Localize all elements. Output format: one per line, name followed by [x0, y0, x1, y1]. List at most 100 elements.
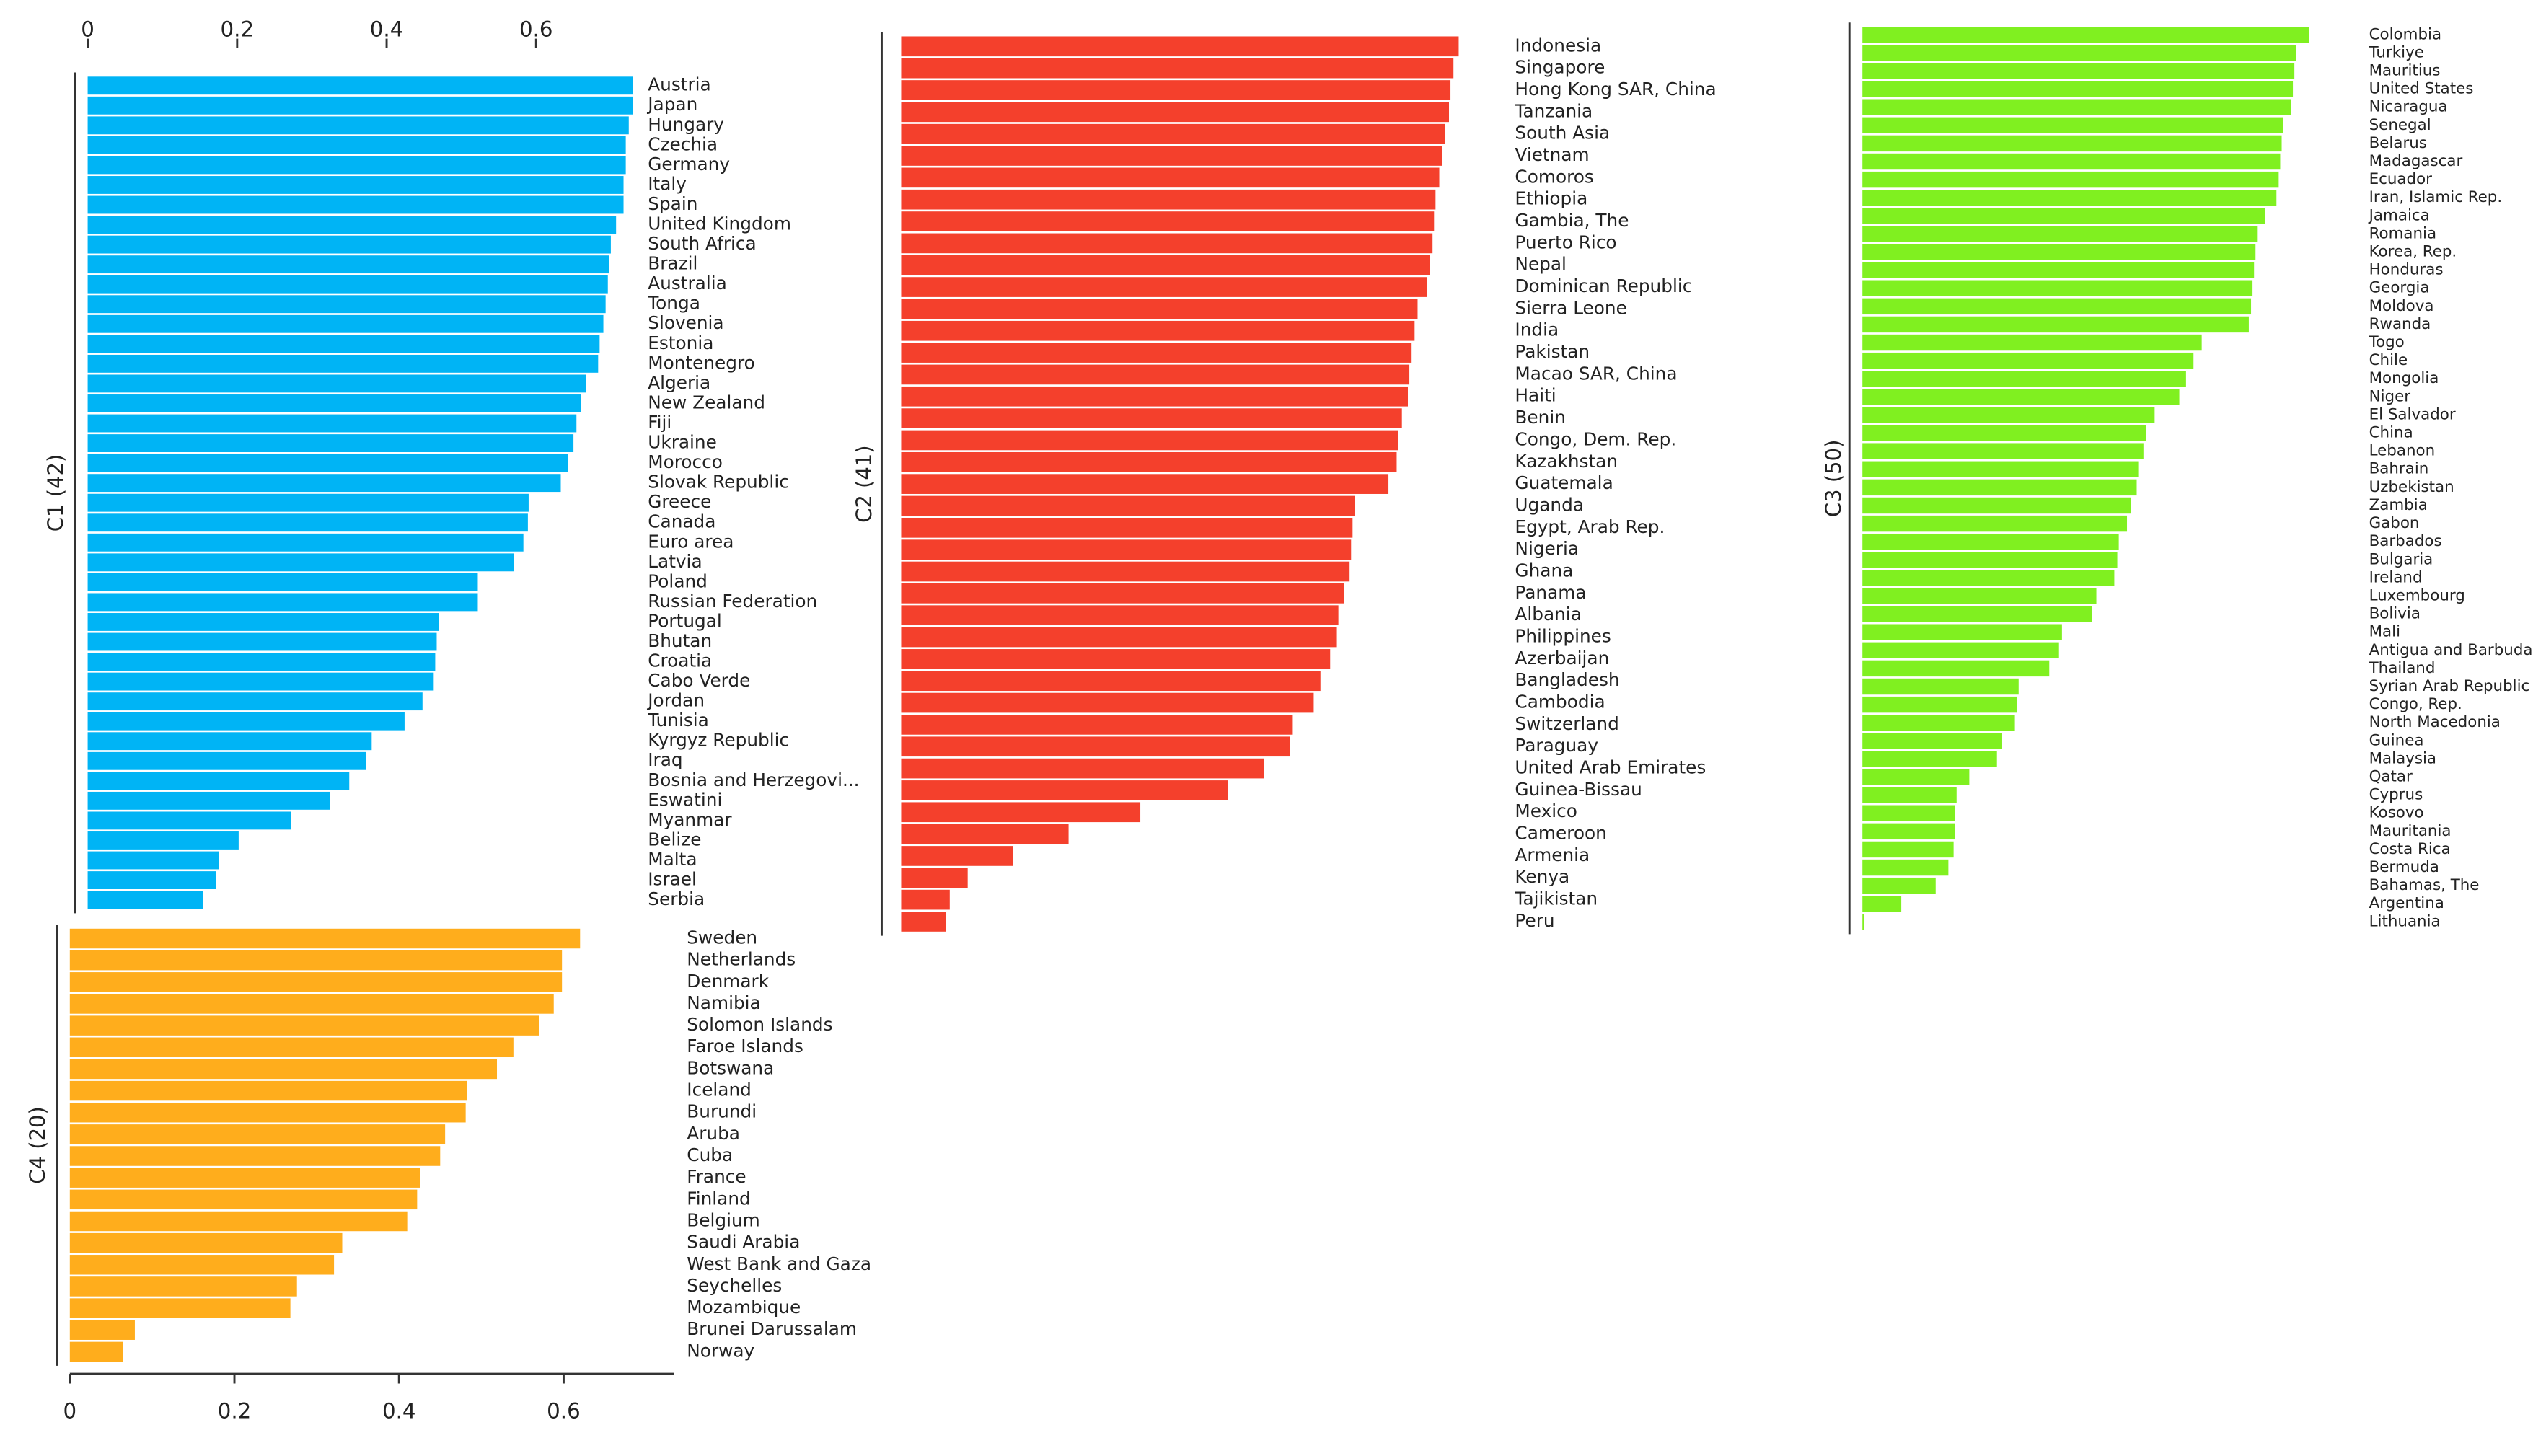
- category-label: El Salvador: [2369, 406, 2456, 424]
- x-tick-label: 0.2: [221, 17, 255, 42]
- category-label: Botswana: [687, 1057, 774, 1078]
- category-label: Aruba: [687, 1123, 740, 1144]
- bar: [901, 58, 1454, 79]
- bar: [1862, 914, 1864, 930]
- category-label: Euro area: [648, 531, 734, 552]
- bar: [1862, 877, 1936, 894]
- category-label: Bolivia: [2369, 605, 2421, 623]
- category-label: Egypt, Arab Rep.: [1515, 516, 1665, 537]
- category-label: France: [687, 1166, 746, 1187]
- bar: [901, 408, 1402, 428]
- category-label: Tunisia: [647, 710, 709, 731]
- category-label: Bahrain: [2369, 460, 2429, 478]
- bar: [1862, 841, 1954, 858]
- category-label: Italy: [648, 174, 687, 195]
- category-label: Peru: [1515, 910, 1554, 931]
- category-label: Sweden: [687, 927, 757, 948]
- category-label: Mexico: [1515, 800, 1577, 821]
- category-label: Bahamas, The: [2369, 876, 2480, 894]
- bar: [1862, 479, 2137, 496]
- bar: [901, 299, 1418, 319]
- bar: [87, 672, 434, 691]
- category-label: Albania: [1515, 604, 1581, 625]
- category-label: Panama: [1515, 582, 1586, 603]
- category-label: China: [2369, 424, 2413, 442]
- category-label: Myanmar: [648, 809, 732, 830]
- x-tick-label: 0.4: [382, 1399, 416, 1424]
- category-label: Fiji: [648, 412, 671, 433]
- bar: [1862, 624, 2062, 640]
- bar: [87, 454, 568, 472]
- category-label: Romania: [2369, 224, 2437, 242]
- bar: [901, 889, 950, 910]
- category-label: Cameroon: [1515, 823, 1606, 844]
- category-label: Burundi: [687, 1101, 757, 1122]
- category-label: Bulgaria: [2369, 550, 2433, 568]
- category-label: Antigua and Barbuda: [2369, 641, 2533, 659]
- category-label: Slovak Republic: [648, 472, 789, 493]
- category-label: Serbia: [648, 888, 705, 909]
- category-label: Iran, Islamic Rep.: [2369, 188, 2503, 206]
- bar: [1862, 298, 2252, 315]
- bar: [1862, 552, 2118, 568]
- category-label: Honduras: [2369, 261, 2444, 279]
- bar: [901, 430, 1398, 451]
- bar: [901, 736, 1290, 757]
- bar: [901, 912, 946, 932]
- category-label: Ukraine: [648, 432, 717, 453]
- category-label: Chile: [2369, 351, 2408, 369]
- bar: [69, 1146, 441, 1166]
- bar: [87, 235, 611, 254]
- category-label: Gabon: [2369, 514, 2420, 532]
- bar: [1862, 497, 2131, 514]
- category-label: Vietnam: [1515, 144, 1589, 165]
- category-label: Jamaica: [2368, 206, 2430, 224]
- bar: [87, 573, 478, 591]
- bar: [1862, 334, 2202, 351]
- bar: [901, 627, 1337, 648]
- category-label: Namibia: [687, 992, 760, 1013]
- bar: [69, 1298, 291, 1318]
- category-label: United Kingdom: [648, 213, 791, 234]
- y-axis-label: C1 (42): [43, 454, 68, 532]
- category-label: Sierra Leone: [1515, 297, 1626, 318]
- category-label: Mali: [2369, 623, 2400, 641]
- category-label: United Arab Emirates: [1515, 757, 1706, 778]
- category-label: Barbados: [2369, 532, 2442, 550]
- bar: [1862, 660, 2050, 677]
- category-label: Indonesia: [1515, 35, 1601, 56]
- bar: [1862, 678, 2019, 695]
- category-label: Philippines: [1515, 626, 1611, 647]
- y-axis-label: C3 (50): [1821, 440, 1846, 518]
- bar: [901, 780, 1228, 800]
- bar: [901, 868, 968, 888]
- category-label: Guinea-Bissau: [1515, 779, 1642, 800]
- bar: [901, 517, 1353, 538]
- bar: [1862, 769, 1970, 785]
- bar: [901, 320, 1415, 341]
- category-label: Spain: [648, 193, 697, 214]
- bar: [69, 994, 554, 1014]
- category-label: Solomon Islands: [687, 1014, 832, 1035]
- bar: [901, 802, 1141, 823]
- bar: [87, 354, 599, 373]
- category-label: Dominican Republic: [1515, 275, 1692, 296]
- bar: [1862, 733, 2002, 749]
- bar: [69, 928, 581, 949]
- category-label: Cyprus: [2369, 786, 2423, 804]
- category-label: Norway: [687, 1340, 754, 1361]
- category-label: Tonga: [647, 293, 700, 314]
- category-label: Argentina: [2369, 894, 2444, 912]
- bar: [87, 96, 633, 115]
- category-label: Australia: [648, 273, 727, 294]
- category-label: Syrian Arab Republic: [2369, 677, 2530, 695]
- x-tick-label: 0: [63, 1399, 76, 1424]
- category-label: Bosnia and Herzegovi...: [648, 769, 859, 790]
- category-label: Switzerland: [1515, 713, 1618, 734]
- x-tick-label: 0: [81, 17, 94, 42]
- bar: [1862, 823, 1955, 840]
- y-axis-label: C2 (41): [852, 445, 876, 523]
- bar: [1862, 787, 1957, 803]
- bar: [87, 474, 561, 493]
- bar: [87, 692, 423, 711]
